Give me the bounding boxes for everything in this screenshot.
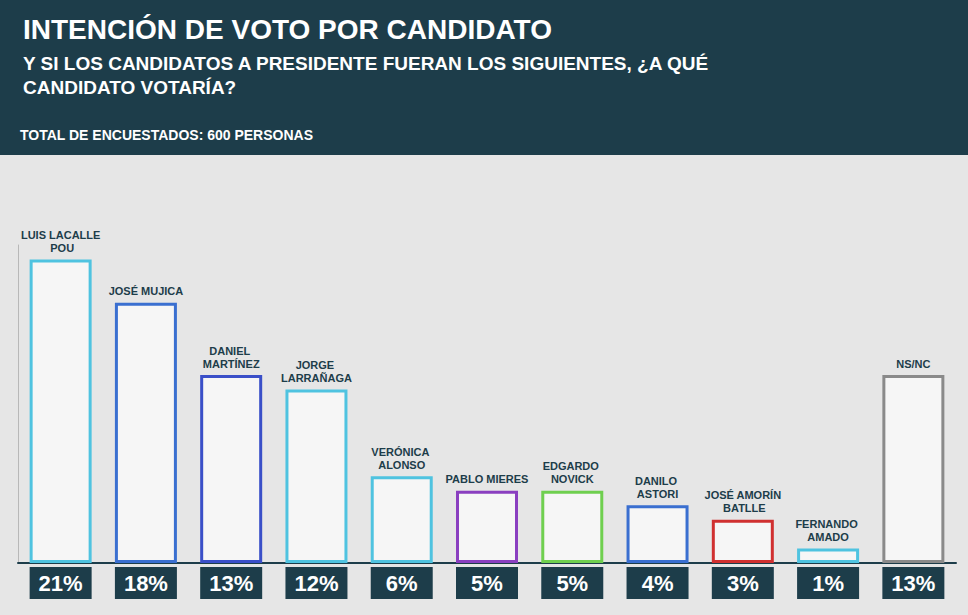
svg-text:AMADO: AMADO [807, 531, 849, 543]
svg-text:JOSÉ MUJICA: JOSÉ MUJICA [109, 285, 184, 297]
svg-text:21%: 21% [39, 571, 83, 596]
svg-text:CANDIDATO VOTARÍA?: CANDIDATO VOTARÍA? [23, 77, 236, 98]
svg-text:MARTÍNEZ: MARTÍNEZ [203, 358, 260, 370]
svg-text:12%: 12% [294, 571, 338, 596]
svg-text:POU: POU [47, 242, 74, 254]
svg-text:4%: 4% [642, 571, 674, 596]
svg-text:13%: 13% [209, 571, 253, 596]
svg-text:LUIS LACALLE: LUIS LACALLE [21, 229, 100, 241]
svg-text:DANILO: DANILO [635, 475, 680, 487]
svg-text:18%: 18% [124, 571, 168, 596]
svg-text:VERÓNICA: VERÓNICA [371, 446, 432, 458]
svg-text:FERNANDO: FERNANDO [795, 518, 860, 530]
svg-text:EDGARDO: EDGARDO [543, 460, 602, 472]
svg-text:LARRAÑAGA: LARRAÑAGA [281, 372, 352, 384]
svg-text:1%: 1% [812, 571, 844, 596]
svg-text:NS/NC: NS/NC [896, 358, 930, 370]
svg-text:INTENCIÓN DE VOTO POR CANDIDAT: INTENCIÓN DE VOTO POR CANDIDATO [23, 14, 552, 45]
svg-text:ASTORI: ASTORI [637, 488, 678, 500]
svg-text:JORGE: JORGE [296, 359, 338, 371]
svg-text:NOVICK: NOVICK [551, 473, 594, 485]
svg-text:6%: 6% [386, 571, 418, 596]
svg-text:TOTAL DE ENCUESTADOS: 600 PERS: TOTAL DE ENCUESTADOS: 600 PERSONAS [20, 127, 313, 143]
svg-text:PABLO MIERES: PABLO MIERES [446, 473, 529, 485]
svg-text:Y SI LOS CANDIDATOS A PRESIDEN: Y SI LOS CANDIDATOS A PRESIDENTE FUERAN … [23, 53, 713, 74]
svg-text:ALONSO: ALONSO [378, 459, 426, 471]
svg-text:BATLLE: BATLLE [720, 502, 766, 514]
svg-text:JOSÉ AMORÍN: JOSÉ AMORÍN [705, 489, 782, 501]
svg-text:5%: 5% [471, 571, 503, 596]
svg-text:5%: 5% [556, 571, 588, 596]
svg-text:DANIEL: DANIEL [209, 345, 253, 357]
svg-text:3%: 3% [727, 571, 759, 596]
svg-text:13%: 13% [891, 571, 935, 596]
